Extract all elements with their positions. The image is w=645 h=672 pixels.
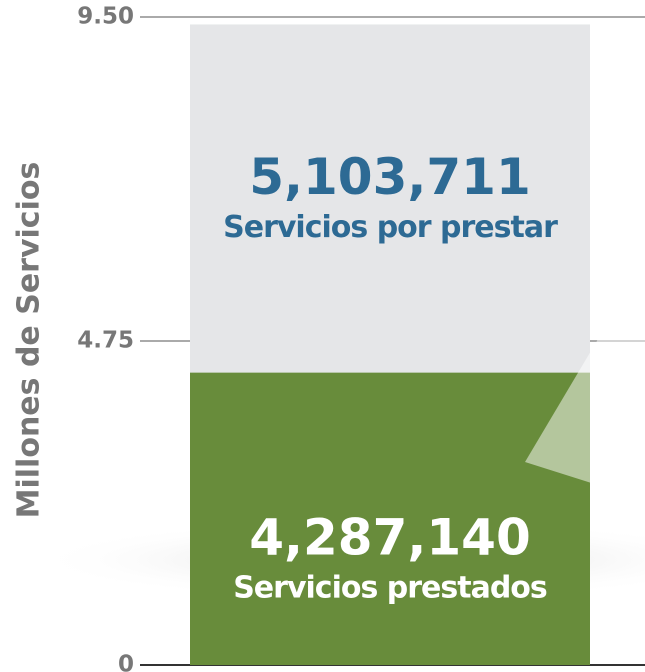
bars [190,24,590,665]
y-axis-label: Millones de Servicios [12,162,47,519]
y-tick-label: 9.50 [77,4,134,30]
value-label: 5,103,711 [249,148,531,206]
bar-segment [190,372,590,665]
y-tick-label: 4.75 [77,328,134,354]
labels: 4,287,140 Servicios prestados 5,103,711 Ser… [223,148,559,605]
series-label: Servicios prestados [233,570,547,605]
decor-wedge [525,260,645,500]
bar-segment [190,24,590,373]
series-label: Servicios por prestar [223,210,558,245]
value-label: 4,287,140 [249,508,531,566]
y-tick-label: 0 [118,652,134,672]
